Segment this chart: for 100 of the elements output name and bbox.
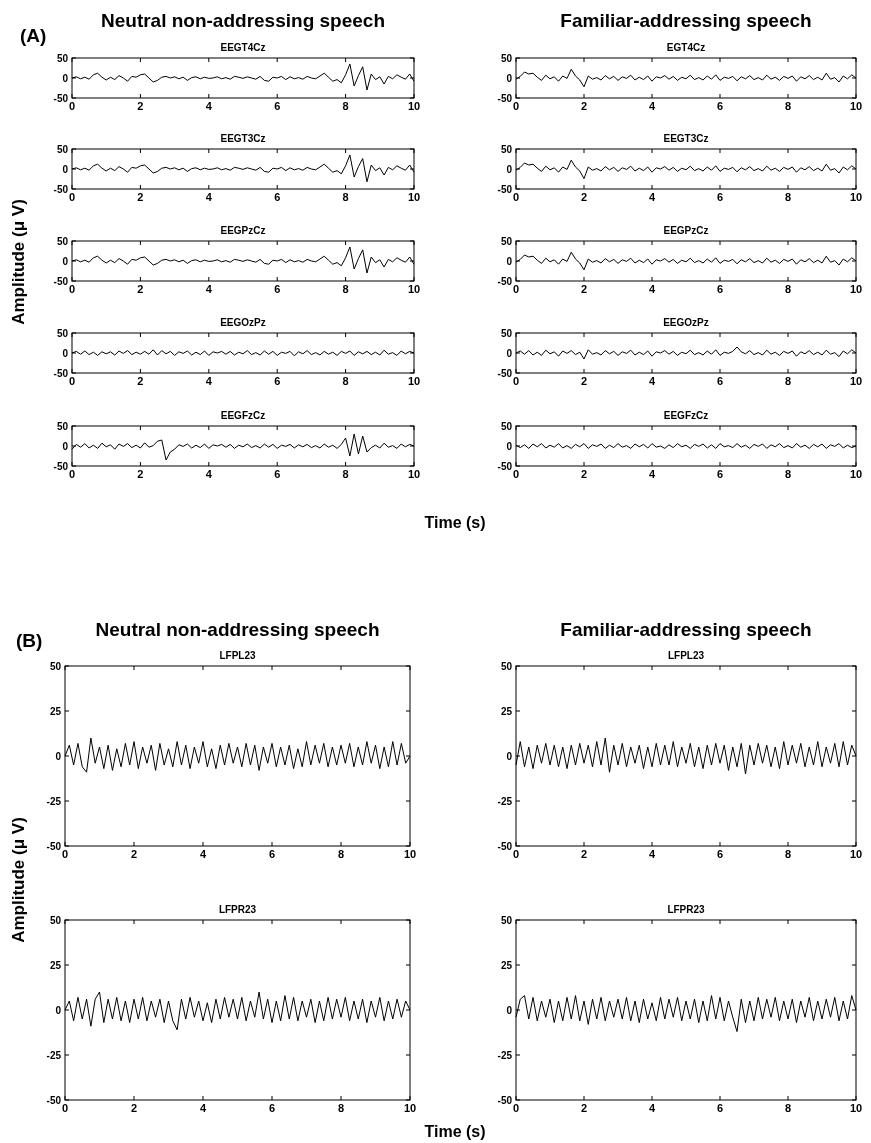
y-tick-label: 50: [500, 235, 513, 247]
y-tick-label: 25: [49, 705, 62, 717]
chart-title: LFPL23: [219, 650, 256, 661]
x-tick-label: 4: [205, 283, 213, 295]
chart-title: EEGPzCz: [220, 225, 266, 236]
chart-title: EEGPzCz: [663, 225, 709, 236]
x-tick-label: 10: [849, 468, 863, 480]
x-tick-label: 2: [137, 100, 144, 112]
y-tick-label: 0: [506, 440, 513, 452]
y-tick-label: 50: [500, 420, 513, 432]
x-tick-label: 4: [205, 191, 213, 203]
x-tick-label: 10: [849, 100, 863, 112]
text: (A): [20, 25, 47, 46]
y-tick-label: 0: [506, 163, 513, 175]
x-tick-label: 4: [199, 848, 207, 860]
x-tick-label: 6: [274, 191, 281, 203]
x-tick-label: 6: [716, 375, 724, 387]
x-tick-label: 2: [580, 848, 588, 860]
x-tick-label: 6: [268, 848, 276, 860]
x-tick-label: 6: [274, 283, 281, 295]
y-tick-label: 0: [62, 72, 69, 84]
x-tick-label: 6: [716, 100, 724, 112]
x-tick-label: 2: [137, 375, 144, 387]
chart-title: EGT4Cz: [666, 42, 706, 53]
chart-title: EEGOzPz: [220, 317, 266, 328]
x-tick-label: 8: [784, 283, 792, 295]
x-tick-label: 2: [580, 191, 588, 203]
x-tick-label: 6: [274, 468, 281, 480]
y-tick-label: 25: [49, 959, 62, 971]
y-tick-label: 50: [500, 143, 513, 155]
y-tick-label: -50: [497, 367, 513, 379]
x-tick-label: 6: [716, 283, 724, 295]
x-tick-label: 6: [274, 375, 281, 387]
x-tick-label: 2: [580, 375, 588, 387]
y-tick-label: -50: [497, 275, 513, 287]
y-tick-label: 50: [49, 660, 62, 672]
y-tick-label: 0: [506, 750, 513, 762]
x-axis-title: Time (s): [424, 514, 486, 531]
y-tick-label: -50: [497, 460, 513, 472]
x-tick-label: 4: [648, 283, 656, 295]
y-tick-label: 0: [62, 440, 69, 452]
x-tick-label: 4: [648, 1102, 656, 1114]
x-tick-label: 4: [648, 468, 656, 480]
chart-title: EEGOzPz: [663, 317, 709, 328]
y-tick-label: -50: [53, 460, 69, 472]
y-axis-title: Amplitude (μ V): [9, 199, 28, 325]
y-tick-label: 0: [506, 255, 513, 267]
y-tick-label: -50: [53, 92, 69, 104]
text: (B): [16, 630, 43, 651]
y-tick-label: -50: [497, 1094, 513, 1106]
x-tick-label: 4: [205, 468, 213, 480]
x-tick-label: 8: [342, 283, 349, 295]
x-tick-label: 10: [403, 1102, 417, 1114]
x-tick-label: 8: [337, 848, 345, 860]
x-tick-label: 8: [784, 1102, 792, 1114]
y-tick-label: 0: [62, 163, 69, 175]
y-tick-label: 50: [500, 52, 513, 64]
y-tick-label: 0: [506, 347, 513, 359]
y-tick-label: 25: [500, 959, 513, 971]
y-tick-label: -50: [497, 840, 513, 852]
chart-title: LFPR23: [667, 904, 706, 915]
x-tick-label: 2: [580, 100, 588, 112]
x-tick-label: 4: [205, 100, 213, 112]
y-tick-label: 0: [55, 1004, 62, 1016]
x-tick-label: 8: [784, 100, 792, 112]
x-tick-label: 6: [268, 1102, 276, 1114]
x-tick-label: 4: [648, 848, 656, 860]
x-tick-label: 10: [849, 191, 863, 203]
x-tick-label: 8: [342, 375, 349, 387]
y-tick-label: -50: [497, 183, 513, 195]
y-tick-label: 50: [56, 420, 69, 432]
x-tick-label: 4: [648, 375, 656, 387]
y-tick-label: -50: [497, 92, 513, 104]
x-tick-label: 10: [849, 848, 863, 860]
x-tick-label: 10: [849, 1102, 863, 1114]
x-tick-label: 8: [784, 375, 792, 387]
y-tick-label: -25: [497, 1049, 513, 1061]
x-tick-label: 10: [407, 100, 421, 112]
chart-title: EEGT4Cz: [220, 42, 266, 53]
x-tick-label: 10: [849, 283, 863, 295]
x-tick-label: 10: [403, 848, 417, 860]
y-tick-label: -50: [53, 367, 69, 379]
x-tick-label: 8: [342, 468, 349, 480]
y-tick-label: -25: [46, 795, 62, 807]
y-tick-label: 0: [506, 72, 513, 84]
x-tick-label: 2: [130, 848, 138, 860]
x-tick-label: 10: [407, 468, 421, 480]
chart-title: EEGT3Cz: [663, 133, 709, 144]
x-tick-label: 8: [337, 1102, 345, 1114]
y-tick-label: 0: [62, 255, 69, 267]
x-tick-label: 10: [407, 375, 421, 387]
x-tick-label: 6: [716, 468, 724, 480]
y-axis-title: Amplitude (μ V): [9, 817, 28, 943]
y-tick-label: 50: [56, 52, 69, 64]
y-tick-label: -25: [46, 1049, 62, 1061]
x-tick-label: 8: [784, 191, 792, 203]
chart-title: EEGFzCz: [220, 410, 266, 421]
y-tick-label: 50: [500, 327, 513, 339]
y-tick-label: 0: [55, 750, 62, 762]
x-tick-label: 6: [716, 191, 724, 203]
